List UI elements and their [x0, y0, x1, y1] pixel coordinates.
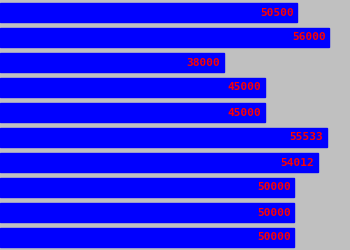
Bar [0, 3, 297, 22]
Text: 45000: 45000 [228, 108, 261, 118]
Bar [0, 128, 327, 147]
Bar [0, 53, 224, 72]
Bar [0, 28, 329, 47]
Bar [0, 103, 265, 122]
Text: 50000: 50000 [257, 232, 290, 242]
Bar [0, 228, 294, 247]
Text: 50000: 50000 [257, 208, 290, 218]
Text: 45000: 45000 [228, 82, 261, 92]
Text: 50000: 50000 [257, 182, 290, 192]
Text: 50500: 50500 [260, 8, 294, 18]
Bar [0, 203, 294, 222]
Bar [0, 153, 318, 172]
Text: 56000: 56000 [292, 32, 326, 42]
Bar [0, 178, 294, 197]
Text: 54012: 54012 [280, 158, 314, 168]
Text: 38000: 38000 [186, 58, 220, 68]
Text: 55533: 55533 [289, 132, 323, 142]
Bar [0, 78, 265, 97]
